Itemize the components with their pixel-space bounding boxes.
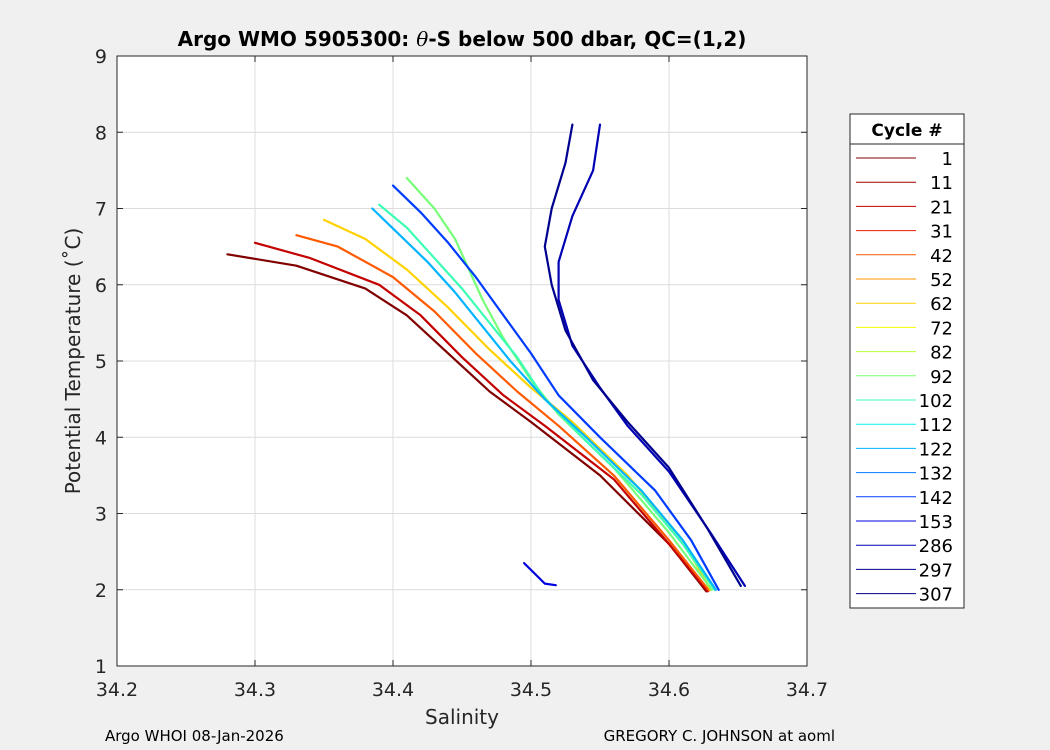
y-tick-label: 8 [95, 122, 107, 144]
legend-label: 153 [919, 512, 953, 533]
series-line-5 [378, 203, 716, 591]
chart-title-theta: θ [416, 27, 428, 51]
chart-title-suffix: -S below 500 dbar, QC=(1,2) [428, 27, 746, 51]
y-axis-label: Potential Temperature (˚C) [61, 228, 85, 495]
legend-label: 297 [919, 560, 953, 581]
y-tick-label: 7 [95, 199, 107, 221]
legend-label: 62 [930, 294, 953, 315]
y-tick-label: 5 [95, 351, 107, 373]
legend-label: 31 [930, 222, 953, 243]
series-line-4 [405, 176, 713, 591]
series-line-8 [522, 561, 557, 587]
legend-label: 132 [919, 464, 953, 485]
series-line-7 [391, 184, 720, 591]
x-tick-label: 34.7 [786, 679, 828, 701]
legend-label: 21 [930, 197, 953, 218]
y-tick-label: 2 [95, 580, 107, 602]
series-line-0 [226, 253, 708, 593]
legend-label: 11 [930, 173, 953, 194]
series-line-6 [371, 207, 718, 591]
x-tick-label: 34.6 [648, 679, 690, 701]
legend-label: 112 [919, 415, 953, 436]
x-tick-label: 34.5 [510, 679, 552, 701]
chart-title-prefix: Argo WMO 5905300: [178, 27, 417, 51]
series-line-2 [295, 234, 711, 592]
series-line-1 [253, 241, 709, 593]
legend-box [849, 113, 965, 609]
chart-title: Argo WMO 5905300: θ-S below 500 dbar, QC… [178, 27, 747, 51]
series-line-9 [557, 123, 747, 588]
y-tick-label: 1 [95, 656, 107, 678]
legend-label: 92 [930, 367, 953, 388]
series-lines [226, 123, 747, 593]
legend-label: 52 [930, 270, 953, 291]
series-line-10 [543, 123, 742, 588]
footer-left: Argo WHOI 08-Jan-2026 [105, 727, 284, 745]
legend: Cycle # 11121314252627282921021121221321… [849, 113, 965, 609]
legend-label: 286 [919, 536, 953, 557]
x-tick-label: 34.2 [96, 679, 138, 701]
legend-label: 72 [930, 318, 953, 339]
legend-entries: 1112131425262728292102112122132142153286… [856, 149, 953, 606]
y-tick-label: 4 [95, 427, 107, 449]
x-axis-label: Salinity [425, 705, 499, 729]
y-tick-label: 3 [95, 504, 107, 526]
legend-title: Cycle # [871, 121, 942, 141]
x-tick-label: 34.3 [234, 679, 276, 701]
y-tick-label: 9 [95, 46, 107, 68]
legend-label: 1 [942, 149, 953, 170]
legend-label: 142 [919, 488, 953, 509]
legend-label: 307 [919, 585, 953, 606]
legend-label: 42 [930, 246, 953, 267]
x-tick-label: 34.4 [372, 679, 414, 701]
legend-label: 102 [919, 391, 953, 412]
y-tick-label: 6 [95, 275, 107, 297]
legend-label: 82 [930, 343, 953, 364]
axis-ticks: 34.2 34.3 34.4 34.5 34.6 34.7 1 2 3 4 5 6 7 8 9 [95, 46, 828, 701]
legend-label: 122 [919, 439, 953, 460]
footer-right: GREGORY C. JOHNSON at aoml [604, 727, 835, 745]
